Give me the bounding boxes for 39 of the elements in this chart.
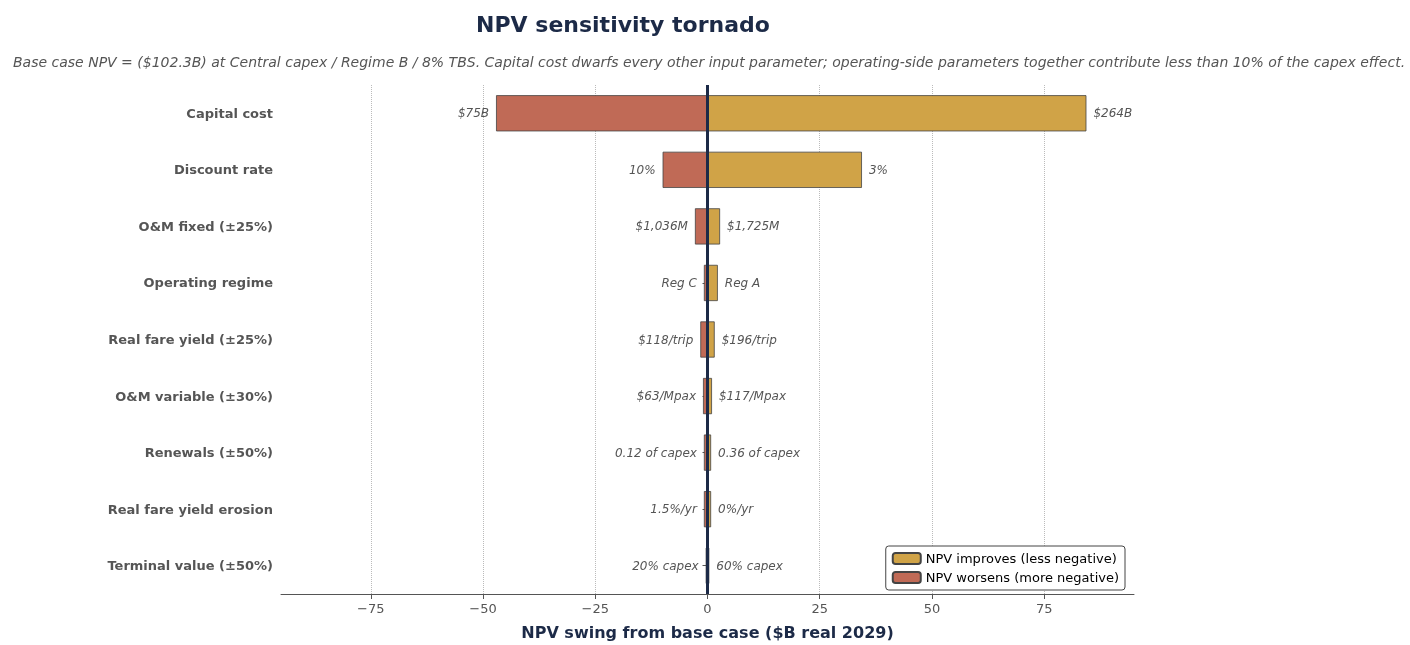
annotation: $196/trip [721, 332, 778, 347]
y-tick-label: O&M fixed (±25%) [138, 218, 273, 234]
annotation: 0.12 of capex [614, 445, 698, 460]
y-tick-label: Capital cost [186, 105, 273, 121]
annotation: 60% capex [716, 558, 784, 573]
annotation: $63/Mpax [636, 389, 697, 404]
legend-label: NPV worsens (more negative) [925, 570, 1120, 585]
x-tick-label: −25 [581, 601, 609, 616]
y-tick-label: Renewals (±50%) [144, 445, 273, 461]
annotation: 1.5%/yr [650, 502, 698, 517]
x-tick-label: 0 [703, 601, 712, 616]
annotation: $1,725M [727, 219, 781, 234]
x-tick-label: −75 [357, 601, 385, 616]
annotation: 3% [868, 162, 888, 177]
annotation: 0.36 of capex [718, 445, 801, 460]
y-tick-label: O&M variable (±30%) [115, 388, 273, 404]
annotation: $1,036M [635, 219, 689, 234]
annotation: $75B [457, 106, 490, 121]
x-tick-label: 50 [923, 601, 941, 616]
y-tick-label: Real fare yield (±25%) [108, 332, 273, 347]
annotation: $117/Mpax [718, 389, 787, 404]
x-tick-label: −50 [469, 601, 497, 616]
y-tick-label: Discount rate [173, 162, 274, 178]
annotation: $264B [1093, 106, 1133, 121]
x-axis-title: NPV swing from base case ($B real 2029) [521, 622, 894, 642]
chart-subtitle: Base case NPV = ($102.3B) at Central capex / Regime B / 8% TBS. Capital cost dwarfs every other input parameter; operating-side parameters together contribute less than 10% of the capex effect. [13, 54, 1406, 70]
chart-title: NPV sensitivity tornado [476, 11, 770, 37]
annotation: $118/trip [638, 332, 694, 347]
y-tick-label: Real fare yield erosion [107, 501, 273, 517]
y-tick-label: Terminal value (±50%) [107, 558, 273, 574]
x-tick-label: 25 [811, 601, 829, 616]
legend-label: NPV improves (less negative) [925, 551, 1117, 566]
annotation: 0%/yr [718, 502, 755, 517]
annotation: Reg C [661, 275, 698, 290]
x-tick-label: 75 [1035, 601, 1053, 616]
annotation: 20% capex [632, 558, 700, 573]
annotation: 10% [628, 162, 656, 177]
annotation: Reg A [724, 275, 761, 290]
y-tick-label: Operating regime [143, 275, 274, 291]
